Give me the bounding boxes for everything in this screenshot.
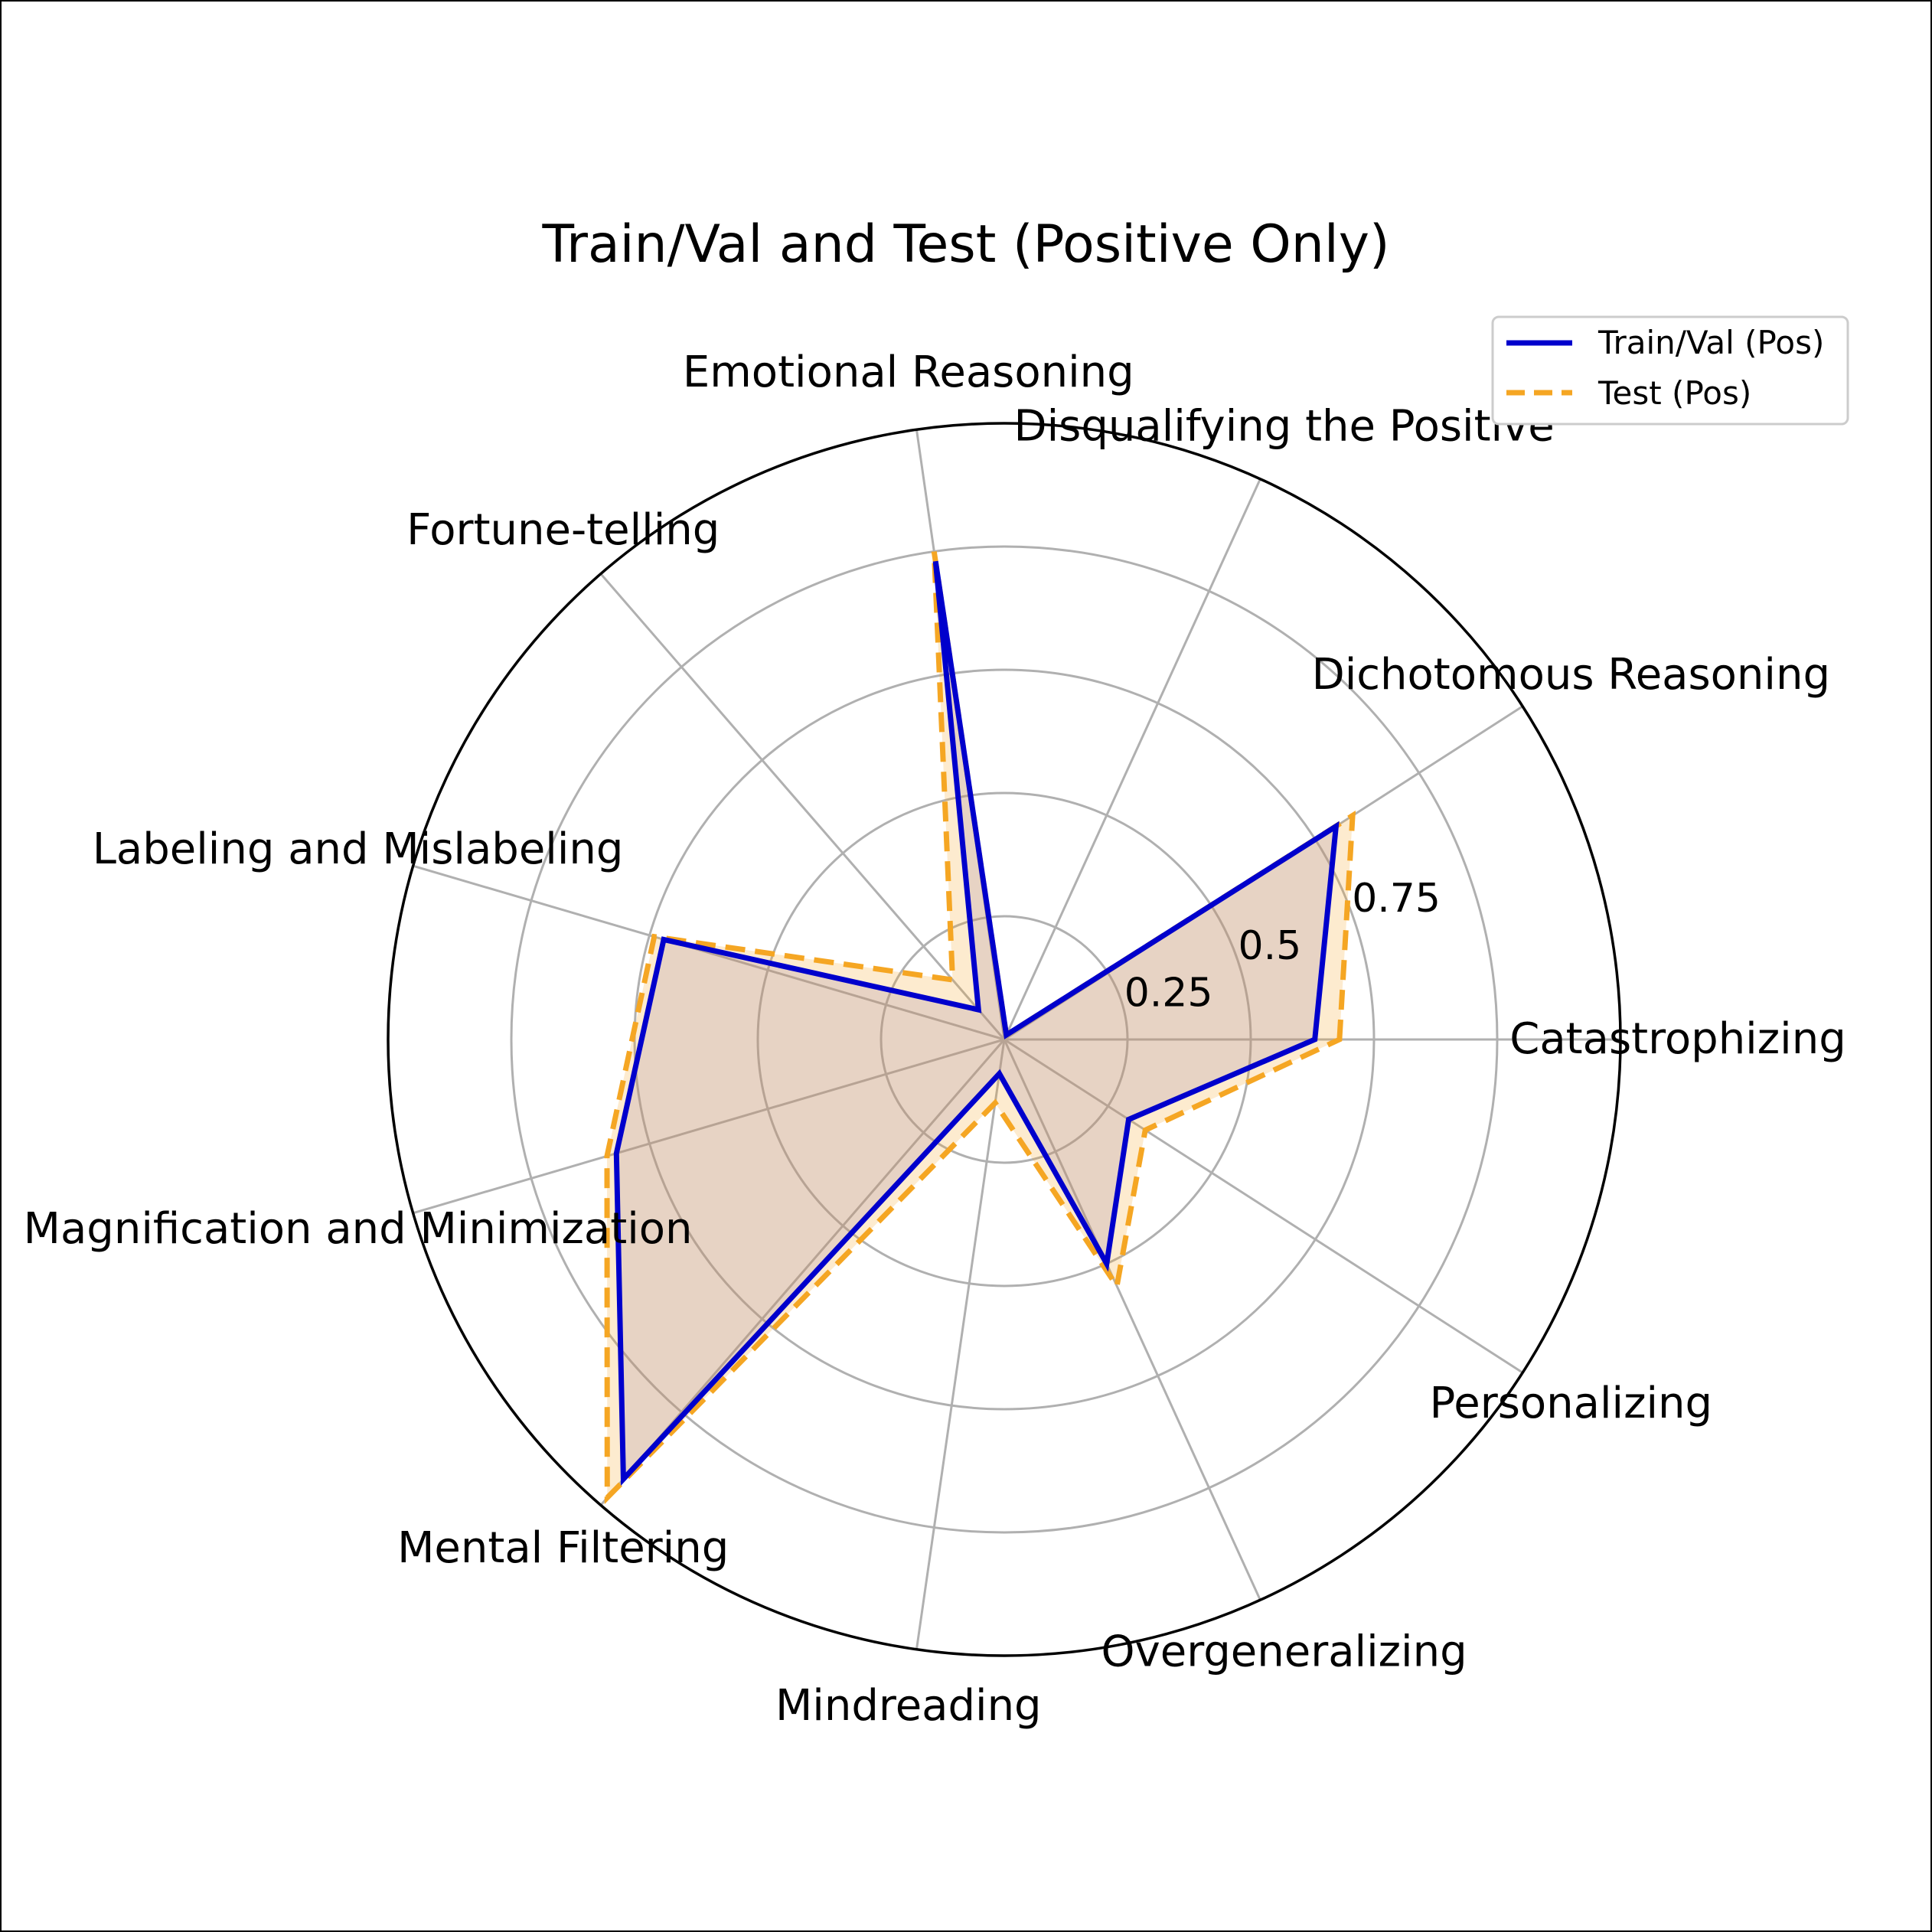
category-label-overgeneralizing: Overgeneralizing <box>1101 1627 1467 1677</box>
category-label-magnification-and-minimization: Magnification and Minimization <box>24 1204 693 1254</box>
grid-spoke <box>1003 1039 1261 1601</box>
radial-tick-label: 0.75 <box>1352 876 1441 922</box>
category-label-fortune-telling: Fortune-telling <box>406 505 720 555</box>
grid-spoke <box>599 573 1006 1040</box>
category-label-dichotomous-reasoning: Dichotomous Reasoning <box>1312 650 1830 700</box>
series-line-train-val-pos <box>613 560 1340 1487</box>
category-label-personalizing: Personalizing <box>1429 1379 1712 1428</box>
grid-spoke <box>1004 1038 1524 1374</box>
polar-frame <box>387 422 1622 1657</box>
category-label-labeling-and-mislabeling: Labeling and Mislabeling <box>93 824 624 874</box>
grid-spoke <box>1003 478 1261 1040</box>
legend: Train/Val (Pos) Test (Pos) <box>1491 315 1849 426</box>
legend-label-test: Test (Pos) <box>1597 374 1751 412</box>
series-fill-train-val-pos <box>616 561 1336 1480</box>
category-label-disqualifying-the-positive: Disqualifying the Positive <box>1014 402 1555 452</box>
category-label-mindreading: Mindreading <box>775 1681 1042 1731</box>
series-layer <box>604 551 1356 1505</box>
series-fill-test-pos <box>607 551 1353 1498</box>
grid-spoke <box>413 1038 1005 1215</box>
radial-tick-labels: 0.25 0.5 0.75 <box>1124 876 1441 1016</box>
category-labels: Catastrophizing Dichotomous Reasoning Disq… <box>24 348 1846 1731</box>
category-label-emotional-reasoning: Emotional Reasoning <box>683 348 1134 397</box>
legend-label-train-val: Train/Val (Pos) <box>1597 324 1824 361</box>
radial-tick-label: 0.25 <box>1124 970 1213 1016</box>
category-label-mental-filtering: Mental Filtering <box>397 1523 729 1573</box>
radial-tick-label: 0.5 <box>1239 923 1302 969</box>
category-label-catastrophizing: Catastrophizing <box>1509 1014 1846 1064</box>
legend-box <box>1491 315 1849 426</box>
chart-title: Train/Val and Test (Positive Only) <box>541 214 1389 275</box>
grid-spoke <box>413 864 1005 1041</box>
grid-spoke <box>915 1039 1006 1650</box>
